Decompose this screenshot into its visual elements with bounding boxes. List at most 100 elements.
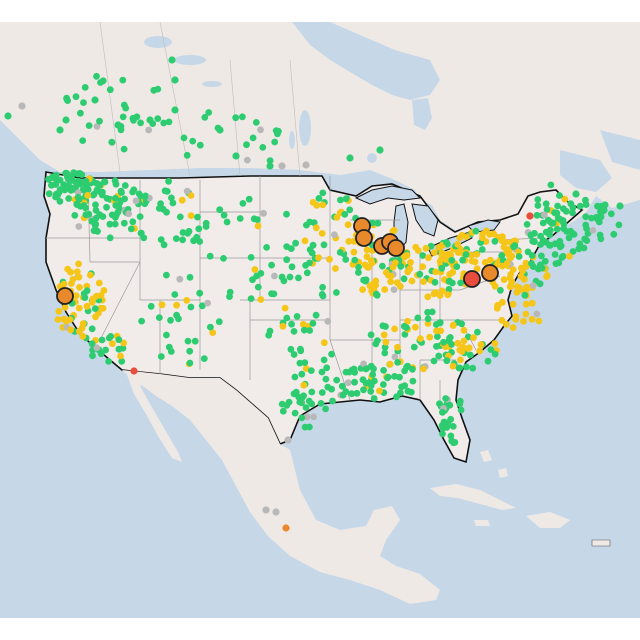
- station-dot-moderate[interactable]: [477, 341, 485, 349]
- station-dot-good[interactable]: [236, 215, 244, 222]
- station-dot-good[interactable]: [360, 386, 367, 394]
- station-dot-good[interactable]: [456, 400, 464, 408]
- station-dot-moderate[interactable]: [299, 320, 307, 328]
- station-dot-good[interactable]: [443, 239, 450, 246]
- station-dot-good[interactable]: [333, 289, 340, 296]
- station-dot-good[interactable]: [337, 196, 344, 204]
- station-dot-good[interactable]: [97, 350, 105, 358]
- station-dot-good[interactable]: [401, 367, 408, 375]
- station-dot-moderate[interactable]: [493, 304, 501, 312]
- station-dot-moderate[interactable]: [345, 238, 353, 245]
- station-dot-moderate[interactable]: [509, 300, 517, 308]
- station-dot-good[interactable]: [52, 193, 59, 201]
- station-dot-good[interactable]: [65, 176, 72, 184]
- station-dot-good[interactable]: [523, 221, 531, 228]
- station-dot-good[interactable]: [157, 353, 165, 360]
- station-dot-good[interactable]: [268, 290, 275, 298]
- station-dot-good[interactable]: [207, 323, 214, 331]
- station-dot-no_data[interactable]: [271, 272, 278, 280]
- station-dot-good[interactable]: [120, 219, 128, 227]
- station-dot-good[interactable]: [239, 113, 246, 121]
- station-dot-good[interactable]: [569, 209, 576, 217]
- station-dot-good[interactable]: [410, 343, 418, 351]
- station-dot-good[interactable]: [401, 331, 409, 338]
- station-dot-good[interactable]: [90, 227, 98, 235]
- station-dot-good[interactable]: [91, 96, 99, 104]
- station-dot-good[interactable]: [137, 119, 145, 127]
- station-dot-good[interactable]: [76, 170, 84, 177]
- station-dot-good[interactable]: [487, 346, 495, 353]
- station-dot-moderate[interactable]: [473, 251, 481, 258]
- station-dot-good[interactable]: [115, 336, 123, 344]
- station-dot-good[interactable]: [196, 289, 204, 297]
- station-dot-good[interactable]: [439, 430, 446, 438]
- station-dot-good[interactable]: [187, 303, 195, 311]
- station-dot-good[interactable]: [533, 211, 541, 219]
- station-dot-moderate[interactable]: [359, 286, 366, 293]
- station-dot-moderate[interactable]: [187, 192, 195, 199]
- station-dot-good[interactable]: [393, 393, 400, 401]
- station-dot-good[interactable]: [127, 225, 135, 233]
- station-dot-good[interactable]: [554, 202, 561, 210]
- station-dot-moderate[interactable]: [332, 265, 339, 272]
- station-dot-moderate[interactable]: [67, 326, 75, 334]
- station-dot-good[interactable]: [223, 218, 231, 226]
- station-dot-moderate[interactable]: [55, 307, 63, 315]
- station-dot-moderate[interactable]: [75, 304, 83, 312]
- station-dot-good[interactable]: [98, 191, 106, 199]
- station-dot-good[interactable]: [112, 194, 119, 202]
- station-dot-good[interactable]: [171, 76, 179, 84]
- station-dot-no_data[interactable]: [257, 126, 264, 134]
- station-dot-good[interactable]: [434, 333, 441, 340]
- station-dot-good[interactable]: [288, 263, 296, 271]
- station-dot-moderate[interactable]: [66, 316, 74, 323]
- station-dot-good[interactable]: [172, 235, 180, 243]
- station-dot-unhealthy[interactable]: [130, 367, 138, 375]
- station-dot-good[interactable]: [527, 231, 535, 239]
- station-dot-no_data[interactable]: [303, 413, 311, 421]
- station-dot-moderate[interactable]: [543, 272, 551, 279]
- station-dot-moderate[interactable]: [350, 248, 358, 256]
- station-dot-good[interactable]: [295, 274, 302, 282]
- station-dot-good[interactable]: [96, 117, 103, 125]
- station-dot-good[interactable]: [315, 195, 323, 202]
- station-dot-good[interactable]: [353, 389, 361, 397]
- station-dot-good[interactable]: [88, 340, 96, 348]
- station-dot-good[interactable]: [443, 357, 451, 365]
- station-dot-no_data[interactable]: [390, 286, 398, 293]
- station-dot-good[interactable]: [329, 397, 336, 405]
- station-dot-good[interactable]: [367, 387, 375, 395]
- station-dot-good[interactable]: [529, 237, 537, 245]
- station-dot-moderate[interactable]: [380, 331, 388, 339]
- station-dot-good[interactable]: [198, 302, 206, 310]
- station-dot-good[interactable]: [462, 251, 470, 258]
- station-dot-good[interactable]: [250, 215, 258, 223]
- station-dot-good[interactable]: [320, 241, 328, 249]
- station-dot-moderate[interactable]: [566, 252, 573, 260]
- station-dot-no_data[interactable]: [93, 344, 101, 352]
- station-dot-good[interactable]: [474, 328, 481, 336]
- station-dot-moderate[interactable]: [528, 299, 536, 307]
- station-dot-good[interactable]: [582, 236, 589, 243]
- station-dot-moderate[interactable]: [487, 256, 494, 264]
- station-dot-good[interactable]: [472, 227, 480, 235]
- station-dot-moderate[interactable]: [498, 237, 506, 245]
- station-dot-moderate[interactable]: [367, 257, 375, 264]
- station-dot-good[interactable]: [484, 357, 492, 365]
- station-dot-good[interactable]: [588, 214, 595, 222]
- station-dot-good[interactable]: [140, 234, 148, 242]
- station-dot-good[interactable]: [546, 241, 554, 249]
- station-dot-moderate[interactable]: [72, 292, 80, 299]
- station-dot-good[interactable]: [118, 357, 126, 365]
- station-dot-good[interactable]: [90, 190, 98, 198]
- station-dot-good[interactable]: [456, 364, 464, 372]
- station-dot-good[interactable]: [79, 186, 87, 194]
- station-dot-good[interactable]: [397, 262, 405, 270]
- station-dot-good[interactable]: [610, 230, 618, 238]
- station-dot-good[interactable]: [103, 195, 111, 202]
- station-dot-good[interactable]: [117, 187, 125, 195]
- large-marker-unhealthy_sensitive[interactable]: [56, 287, 74, 305]
- station-dot-good[interactable]: [98, 336, 106, 344]
- station-dot-good[interactable]: [243, 141, 250, 149]
- station-dot-good[interactable]: [318, 291, 326, 298]
